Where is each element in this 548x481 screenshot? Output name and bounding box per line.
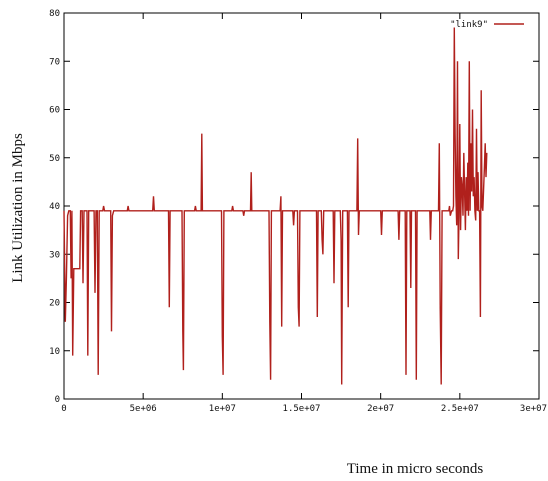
x-tick-label: 1.5e+07 bbox=[283, 404, 321, 414]
x-tick-label: 5e+06 bbox=[130, 404, 157, 414]
x-tick-label: 0 bbox=[61, 404, 66, 414]
x-tick-label: 2.5e+07 bbox=[441, 404, 479, 414]
y-tick-label: 30 bbox=[49, 250, 60, 260]
y-tick-label: 80 bbox=[49, 9, 60, 19]
y-tick-label: 0 bbox=[55, 395, 60, 405]
y-tick-label: 10 bbox=[49, 347, 60, 357]
legend-label: "link9" bbox=[450, 20, 488, 30]
series-line-0 bbox=[63, 27, 488, 385]
x-axis-label: Time in micro seconds bbox=[347, 461, 484, 477]
y-tick-label: 40 bbox=[49, 202, 60, 212]
y-tick-label: 60 bbox=[49, 106, 60, 116]
series-layer bbox=[63, 27, 488, 385]
y-tick-label: 50 bbox=[49, 154, 60, 164]
ticks-layer: 0 10 20 30 40 50 60 70 80 0 5e+06 1e+07 1.5e+07 2e+07… bbox=[49, 9, 547, 414]
x-tick-label: 1e+07 bbox=[209, 404, 236, 414]
y-axis-label: Link Utilization in Mbps bbox=[10, 133, 26, 283]
legend: "link9" bbox=[450, 20, 524, 30]
x-tick-label: 3e+07 bbox=[520, 404, 547, 414]
x-tick-label: 2e+07 bbox=[367, 404, 394, 414]
y-tick-label: 70 bbox=[49, 57, 60, 67]
y-tick-label: 20 bbox=[49, 299, 60, 309]
